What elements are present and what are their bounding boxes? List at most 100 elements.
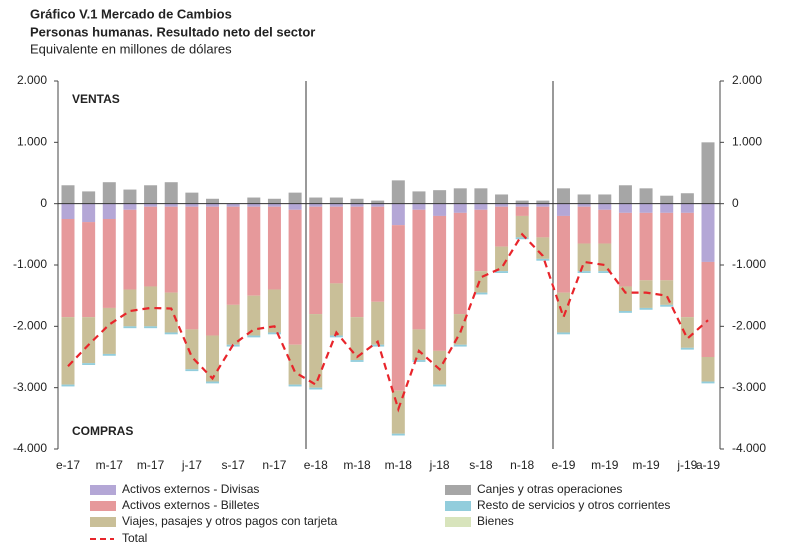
legend-swatch — [90, 485, 116, 495]
annotation: VENTAS — [72, 92, 120, 106]
bar-segment — [350, 206, 364, 318]
chart-title: Gráfico V.1 Mercado de Cambios — [30, 6, 232, 21]
bar-segment — [185, 203, 199, 207]
bar-segment — [536, 258, 550, 261]
bar-segment — [164, 332, 178, 335]
bar-segment — [164, 203, 178, 207]
bar-segment — [61, 384, 75, 387]
bar-segment — [102, 182, 116, 204]
bar-segment — [329, 335, 343, 338]
bar-segment — [267, 332, 281, 335]
bar-segment — [495, 271, 509, 273]
bar-segment — [598, 194, 612, 204]
bar-segment — [288, 209, 302, 345]
bar-segment — [660, 304, 674, 307]
bar-segment — [350, 198, 364, 204]
bar-segment — [412, 360, 426, 362]
bar-segment — [206, 198, 220, 204]
y2-tick-label: -3.000 — [732, 380, 766, 394]
bar-segment — [639, 203, 653, 213]
bar-segment — [453, 203, 467, 213]
bar-segment — [247, 197, 261, 204]
bar-segment — [536, 206, 550, 238]
bar-segment — [598, 203, 612, 210]
bar-segment — [660, 280, 674, 305]
bar-segment — [536, 203, 550, 207]
y-tick-label: -3.000 — [13, 380, 47, 394]
legend-label: Activos externos - Billetes — [122, 498, 259, 512]
bar-segment — [680, 212, 694, 318]
bar-segment — [660, 212, 674, 281]
x-tick-label: s-17 — [221, 458, 245, 472]
bar-segment — [391, 180, 405, 204]
x-tick-label: j-17 — [181, 458, 202, 472]
bar-segment — [639, 280, 653, 308]
y-tick-label: -1.000 — [13, 257, 47, 271]
bar-segment — [680, 203, 694, 213]
bar-segment — [329, 203, 343, 207]
bar-segment — [123, 203, 137, 210]
x-tick-label: e-18 — [304, 458, 328, 472]
legend-swatch — [445, 517, 471, 527]
bar-segment — [144, 326, 158, 329]
bar-segment — [144, 203, 158, 207]
bar-segment — [61, 317, 75, 385]
bar-segment — [577, 206, 591, 244]
bar-segment — [288, 344, 302, 385]
bar-segment — [164, 182, 178, 204]
legend-label: Resto de servicios y otros corrientes — [477, 498, 670, 512]
bar-segment — [474, 203, 488, 210]
bar-segment — [701, 261, 715, 357]
bar-segment — [206, 203, 220, 207]
bar-segment — [123, 209, 137, 290]
bar-segment — [474, 292, 488, 295]
x-tick-label: e-19 — [551, 458, 575, 472]
bar-segment — [701, 381, 715, 384]
bar-segment — [433, 203, 447, 216]
bar-segment — [660, 195, 674, 204]
bar-segment — [309, 387, 323, 390]
bar-segment — [391, 225, 405, 391]
bar-segment — [391, 203, 405, 226]
bar-segment — [391, 433, 405, 436]
bar-segment — [267, 289, 281, 333]
y-tick-label: 0 — [40, 196, 47, 210]
y2-tick-label: 0 — [732, 196, 739, 210]
total-line — [67, 232, 709, 413]
bar-segment — [82, 191, 96, 204]
bar-segment — [618, 311, 632, 313]
bar-segment — [226, 203, 240, 207]
bar-segment — [61, 203, 75, 219]
x-tick-label: m-18 — [343, 458, 371, 472]
y2-tick-label: -4.000 — [732, 441, 766, 455]
bar-segment — [82, 203, 96, 223]
x-tick-label: n-17 — [262, 458, 286, 472]
bar-segment — [515, 215, 529, 238]
legend-swatch — [445, 485, 471, 495]
x-tick-label: n-18 — [510, 458, 534, 472]
bar-segment — [247, 335, 261, 338]
bar-segment — [226, 304, 240, 345]
legend-label: Viajes, pasajes y otros pagos con tarjet… — [122, 514, 338, 528]
bar-segment — [556, 203, 570, 216]
bar-segment — [639, 307, 653, 310]
y-tick-label: 2.000 — [17, 73, 47, 87]
bar-segment — [102, 353, 116, 356]
bar-segment — [618, 212, 632, 287]
bar-segment — [350, 203, 364, 207]
x-tick-label: s-18 — [469, 458, 493, 472]
bar-segment — [350, 317, 364, 361]
x-tick-label: m-17 — [137, 458, 165, 472]
bar-segment — [433, 215, 447, 351]
x-tick-label: m-17 — [96, 458, 124, 472]
bar-segment — [577, 203, 591, 207]
bar-segment — [412, 203, 426, 210]
bar-segment — [267, 198, 281, 204]
bar-segment — [495, 206, 509, 247]
bar-segment — [164, 206, 178, 293]
bar-segment — [82, 317, 96, 364]
bar-segment — [288, 203, 302, 210]
bar-segment — [102, 219, 116, 308]
bar-segment — [577, 194, 591, 204]
y-tick-label: -4.000 — [13, 441, 47, 455]
